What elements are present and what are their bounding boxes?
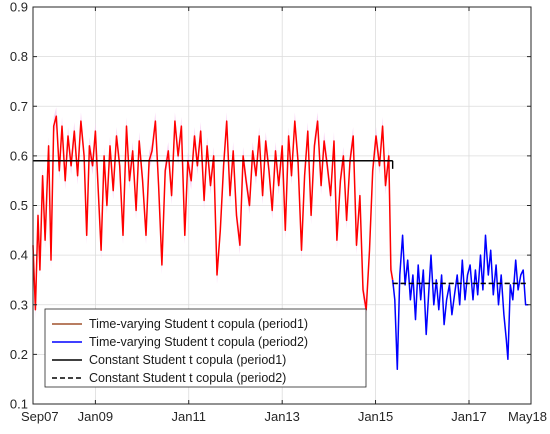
x-tick-label: May18	[508, 409, 547, 424]
y-tick-label: 0.8	[10, 49, 28, 64]
x-tick-label: Jan17	[451, 409, 486, 424]
series-line-0	[32, 115, 394, 311]
y-tick-label: 0.5	[10, 198, 28, 213]
y-tick-label: 0.7	[10, 99, 28, 114]
y-tick-label: 0.3	[10, 297, 28, 312]
legend-box	[44, 308, 367, 388]
x-tick-label: Sep07	[21, 409, 59, 424]
x-tick-label: Jan09	[78, 409, 113, 424]
x-tick-label: Jan11	[171, 409, 205, 424]
series-layer	[32, 115, 529, 371]
legend-label-3: Constant Student t copula (period2)	[89, 371, 286, 385]
y-tick-label: 0.9	[10, 0, 28, 15]
legend-label-1: Time-varying Student t copula (period2)	[89, 335, 308, 349]
y-tick-label: 0.6	[10, 148, 28, 163]
y-tick-label: 0.1	[10, 397, 28, 412]
y-tick-label: 0.4	[10, 248, 28, 263]
series-line-1	[391, 234, 529, 371]
legend: Time-varying Student t copula (period1) …	[44, 308, 367, 388]
x-tick-label: Jan13	[264, 409, 299, 424]
axis-ticks: 0.1 0.2 0.3 0.4 0.5 0.6 0.7 0.8 0.9 Sep07 Jan09 Jan…	[10, 0, 547, 424]
legend-label-2: Constant Student t copula (period1)	[89, 353, 286, 367]
y-tick-label: 0.2	[10, 347, 28, 362]
x-tick-label: Jan15	[358, 409, 393, 424]
legend-label-0: Time-varying Student t copula (period1)	[89, 317, 308, 331]
